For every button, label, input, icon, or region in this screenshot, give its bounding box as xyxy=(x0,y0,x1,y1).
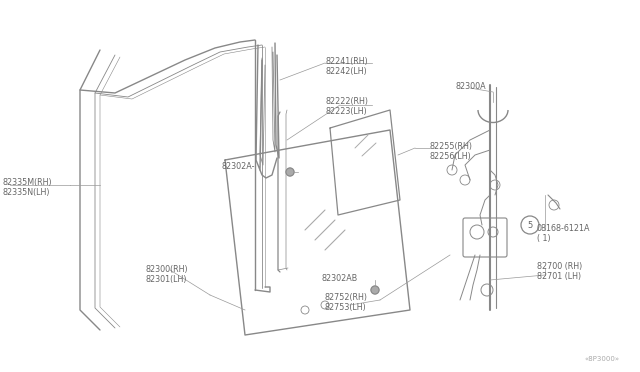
Text: 82700 (RH)
82701 (LH): 82700 (RH) 82701 (LH) xyxy=(537,262,582,281)
Text: 82222(RH)
82223(LH): 82222(RH) 82223(LH) xyxy=(326,97,369,116)
Text: 82302A-: 82302A- xyxy=(221,161,255,170)
Circle shape xyxy=(371,286,379,294)
Text: 82752(RH)
82753(LH): 82752(RH) 82753(LH) xyxy=(325,293,368,312)
Text: 5: 5 xyxy=(527,221,532,230)
Text: 82255(RH)
82256(LH): 82255(RH) 82256(LH) xyxy=(430,142,473,161)
Text: 82335M(RH)
82335N(LH): 82335M(RH) 82335N(LH) xyxy=(2,178,52,198)
Text: 82241(RH)
82242(LH): 82241(RH) 82242(LH) xyxy=(326,57,369,76)
Text: 08168-6121A
( 1): 08168-6121A ( 1) xyxy=(537,224,591,243)
Text: 82300(RH)
82301(LH): 82300(RH) 82301(LH) xyxy=(145,265,188,285)
Text: «8P3000»: «8P3000» xyxy=(585,356,620,362)
Text: 82302AB: 82302AB xyxy=(322,274,358,283)
Circle shape xyxy=(286,168,294,176)
Text: 82300A: 82300A xyxy=(456,82,486,91)
